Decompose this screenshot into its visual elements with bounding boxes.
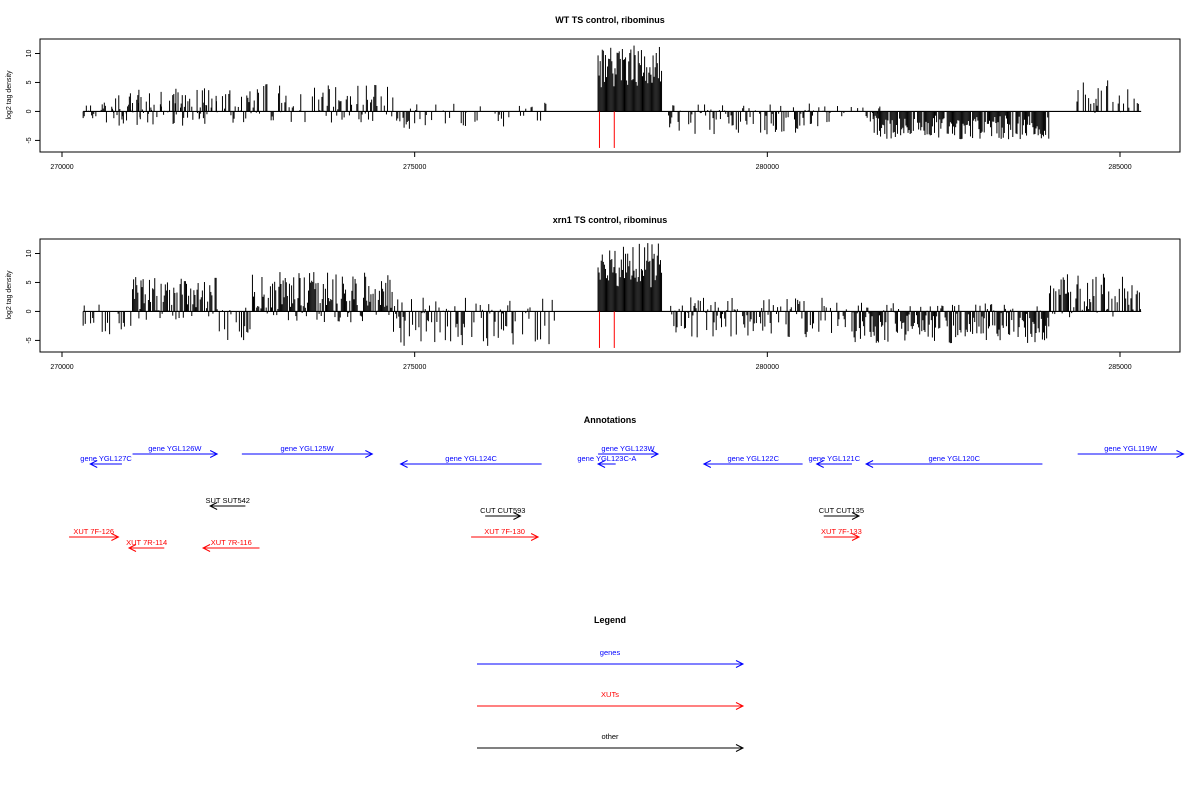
legend-label: XUTs xyxy=(601,690,619,699)
x-tick-label: 270000 xyxy=(50,364,73,371)
legend-arrow-head xyxy=(735,744,745,752)
annotation-label: gene YGL123W xyxy=(601,444,655,453)
axes-xrn1: -5 0 5 10 270000 275000 280000 285000 xyxy=(26,249,1132,371)
y-tick-label: 10 xyxy=(26,249,33,257)
annotation-arrow-head xyxy=(365,450,374,458)
legend-items: genes XUTs other xyxy=(477,648,745,752)
y-tick-label: -5 xyxy=(26,337,33,343)
y-axis-label-wt: log2 tag density xyxy=(6,70,13,120)
annotation-arrow-head xyxy=(702,460,712,468)
annotation-label: XUT 7R-116 xyxy=(211,538,252,547)
annotation-label: gene YGL120C xyxy=(928,454,980,463)
panel-wt: WT TS control, ribominus -5 0 5 10 270000 275… xyxy=(6,15,1181,171)
annotation-label: gene YGL123C-A xyxy=(577,454,636,463)
y-tick-label: 5 xyxy=(26,280,33,284)
legend-label: other xyxy=(601,732,619,741)
x-tick-label: 280000 xyxy=(756,364,779,371)
annotation-arrow-head xyxy=(851,512,861,520)
annotation-label: XUT 7F-130 xyxy=(484,527,525,536)
annotation-label: gene YGL122C xyxy=(727,454,779,463)
annotation-arrow-head xyxy=(201,544,211,552)
x-tick-label: 285000 xyxy=(1108,164,1131,171)
annotation-arrow-head xyxy=(851,533,861,541)
legend-label: genes xyxy=(600,648,621,657)
x-tick-label: 270000 xyxy=(50,164,73,171)
annotation-arrow-head xyxy=(209,502,218,510)
bars-xrn1 xyxy=(82,243,1142,348)
annotations-title: Annotations xyxy=(584,415,637,425)
x-tick-label: 275000 xyxy=(403,164,426,171)
y-tick-label: -5 xyxy=(26,137,33,143)
annotation-label: gene YGL125W xyxy=(280,444,334,453)
panel-title-wt: WT TS control, ribominus xyxy=(555,15,665,25)
panel-xrn1: xrn1 TS control, ribominus -5 0 5 10 270000 2… xyxy=(6,215,1181,371)
panel-title-xrn1: xrn1 TS control, ribominus xyxy=(553,215,668,225)
annotation-label: CUT CUT135 xyxy=(819,506,864,515)
annotation-tracks: gene YGL127C gene YGL126W gene YGL125W gene… xyxy=(69,444,1185,552)
annotation-arrow-head xyxy=(596,460,606,468)
x-tick-label: 285000 xyxy=(1108,364,1131,371)
annotation-arrow-head xyxy=(1176,450,1185,458)
y-tick-label: 0 xyxy=(26,309,33,313)
annotation-label: gene YGL127C xyxy=(80,454,132,463)
annotation-label: SUT SUT542 xyxy=(206,496,250,505)
annotation-label: CUT CUT593 xyxy=(480,506,525,515)
annotation-arrow-head xyxy=(650,450,660,458)
annotation-arrow-head xyxy=(530,533,540,541)
legend-title: Legend xyxy=(594,615,626,625)
annotation-arrow-head xyxy=(89,460,98,468)
annotation-label: gene YGL121C xyxy=(809,454,861,463)
y-axis-label-xrn1: log2 tag density xyxy=(6,270,13,320)
annotation-label: XUT 7F-126 xyxy=(73,527,114,536)
y-tick-label: 5 xyxy=(26,80,33,84)
y-tick-label: 0 xyxy=(26,109,33,113)
bars-wt xyxy=(82,45,1142,148)
x-tick-label: 275000 xyxy=(403,364,426,371)
legend-arrow-head xyxy=(735,660,745,668)
annotation-arrow-head xyxy=(209,450,219,458)
annotation-arrow-head xyxy=(127,544,137,552)
legend-panel: Legend genes XUTs other xyxy=(477,615,745,752)
annotation-label: gene YGL124C xyxy=(445,454,497,463)
annotation-arrow-head xyxy=(864,460,874,468)
annotation-label: gene YGL126W xyxy=(148,444,202,453)
annotation-label: gene YGL119W xyxy=(1104,444,1158,453)
annotation-arrow-head xyxy=(399,460,408,468)
x-tick-label: 280000 xyxy=(756,164,779,171)
axes-wt: -5 0 5 10 270000 275000 280000 285000 xyxy=(26,49,1132,171)
annotation-arrow-head xyxy=(513,512,522,520)
annotation-arrow-head xyxy=(815,460,824,468)
annotation-arrow-head xyxy=(111,533,120,541)
y-tick-label: 10 xyxy=(26,49,33,57)
annotation-label: XUT 7R-114 xyxy=(126,538,167,547)
annotation-label: XUT 7F-133 xyxy=(821,527,862,536)
legend-arrow-head xyxy=(735,702,745,710)
